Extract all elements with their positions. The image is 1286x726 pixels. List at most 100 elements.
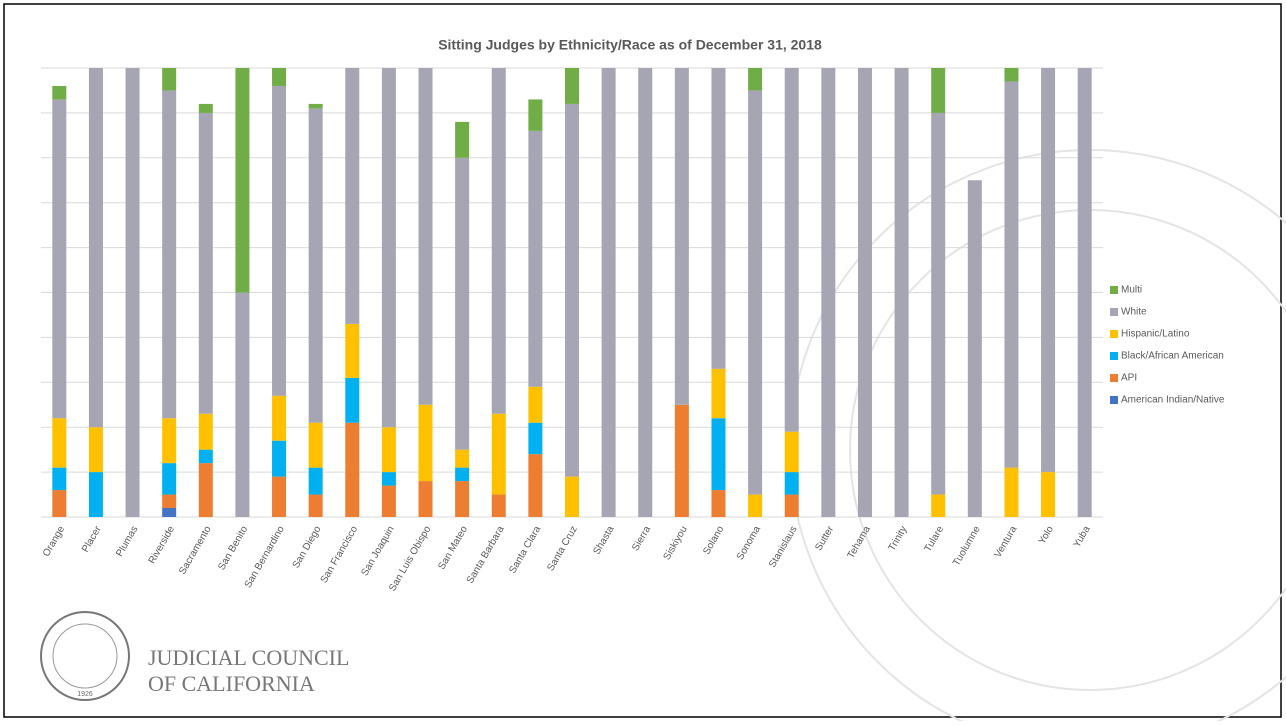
bar-segment: [309, 108, 323, 422]
bar-segment: [162, 495, 176, 508]
bar-segment: [785, 432, 799, 472]
bar-segment: [272, 68, 286, 86]
bar-segment: [272, 396, 286, 441]
bar-segment: [565, 477, 579, 517]
bar-segment: [199, 104, 213, 113]
bar-segment: [711, 418, 725, 490]
bar-segment: [711, 369, 725, 418]
bar-segment: [1004, 468, 1018, 517]
bar-segment: [199, 113, 213, 414]
bar-segment: [1041, 472, 1055, 517]
legend-swatch: [1110, 352, 1118, 360]
bar-segment: [1041, 68, 1055, 472]
bar-segment: [931, 113, 945, 495]
bar-segment: [309, 495, 323, 517]
bar-segment: [638, 68, 652, 517]
bar-segment: [711, 490, 725, 517]
bar-segment: [272, 441, 286, 477]
bar-segment: [711, 68, 725, 369]
legend-swatch: [1110, 396, 1118, 404]
bar-segment: [235, 68, 249, 293]
bar-segment: [565, 104, 579, 477]
bar-segment: [931, 68, 945, 113]
bar-segment: [126, 68, 140, 517]
bar-segment: [419, 405, 433, 481]
bar-segment: [162, 463, 176, 494]
bar-segment: [492, 495, 506, 517]
bar-segment: [89, 472, 103, 517]
bar-segment: [675, 68, 689, 405]
bar-segment: [748, 495, 762, 517]
bar-segment: [162, 508, 176, 517]
bar-segment: [345, 378, 359, 423]
legend-label: API: [1121, 373, 1137, 384]
bar-segment: [528, 131, 542, 387]
bar-segment: [382, 427, 396, 472]
bar-segment: [455, 481, 469, 517]
bar-segment: [675, 405, 689, 517]
bar-segment: [89, 427, 103, 472]
bar-segment: [931, 495, 945, 517]
bar-segment: [199, 450, 213, 463]
legend-label: Black/African American: [1121, 351, 1224, 362]
bar-segment: [455, 122, 469, 158]
chart-title: Sitting Judges by Ethnicity/Race as of D…: [438, 37, 822, 53]
bar-segment: [162, 418, 176, 463]
bar-segment: [455, 468, 469, 481]
bar-segment: [345, 68, 359, 324]
bar-segment: [309, 104, 323, 108]
bar-segment: [455, 158, 469, 450]
bar-segment: [895, 68, 909, 517]
bar-segment: [199, 414, 213, 450]
bar-segment: [52, 468, 66, 490]
legend-swatch: [1110, 286, 1118, 294]
bar-segment: [858, 68, 872, 517]
legend-label: Multi: [1121, 285, 1142, 296]
bar-segment: [345, 423, 359, 517]
seal-year: 1926: [77, 691, 93, 698]
bar-segment: [528, 454, 542, 517]
bar-segment: [272, 477, 286, 517]
bar-segment: [309, 468, 323, 495]
bar-segment: [382, 68, 396, 427]
bar-segment: [52, 86, 66, 99]
bar-segment: [528, 99, 542, 130]
legend-swatch: [1110, 308, 1118, 316]
bar-segment: [968, 180, 982, 517]
bar-segment: [821, 68, 835, 517]
bar-segment: [528, 423, 542, 454]
bar-segment: [419, 68, 433, 405]
bar-segment: [52, 99, 66, 418]
bar-segment: [419, 481, 433, 517]
bar-segment: [382, 486, 396, 517]
bar-segment: [1078, 68, 1092, 517]
bar-segment: [785, 68, 799, 432]
bar-segment: [455, 450, 469, 468]
bar-segment: [748, 90, 762, 494]
bar-segment: [1004, 81, 1018, 467]
bar-segment: [382, 472, 396, 485]
logo-line: OF CALIFORNIA: [148, 671, 315, 696]
bar-segment: [785, 495, 799, 517]
slide: Sitting Judges by Ethnicity/Race as of D…: [0, 0, 1286, 721]
bar-segment: [345, 324, 359, 378]
bar-segment: [89, 68, 103, 427]
bar-segment: [492, 68, 506, 414]
bar-segment: [565, 68, 579, 104]
bar-segment: [785, 472, 799, 494]
bar-segment: [748, 68, 762, 90]
legend-label: American Indian/Native: [1121, 395, 1225, 406]
bar-segment: [199, 463, 213, 517]
bar-segment: [602, 68, 616, 517]
bar-segment: [235, 293, 249, 518]
legend-label: Hispanic/Latino: [1121, 329, 1190, 340]
logo-line: JUDICIAL COUNCIL: [148, 645, 349, 670]
legend-swatch: [1110, 374, 1118, 382]
bar-segment: [528, 387, 542, 423]
bar-segment: [492, 414, 506, 495]
bar-segment: [52, 490, 66, 517]
bar-segment: [309, 423, 323, 468]
bar-segment: [162, 90, 176, 418]
bar-segment: [272, 86, 286, 396]
bar-segment: [52, 418, 66, 467]
